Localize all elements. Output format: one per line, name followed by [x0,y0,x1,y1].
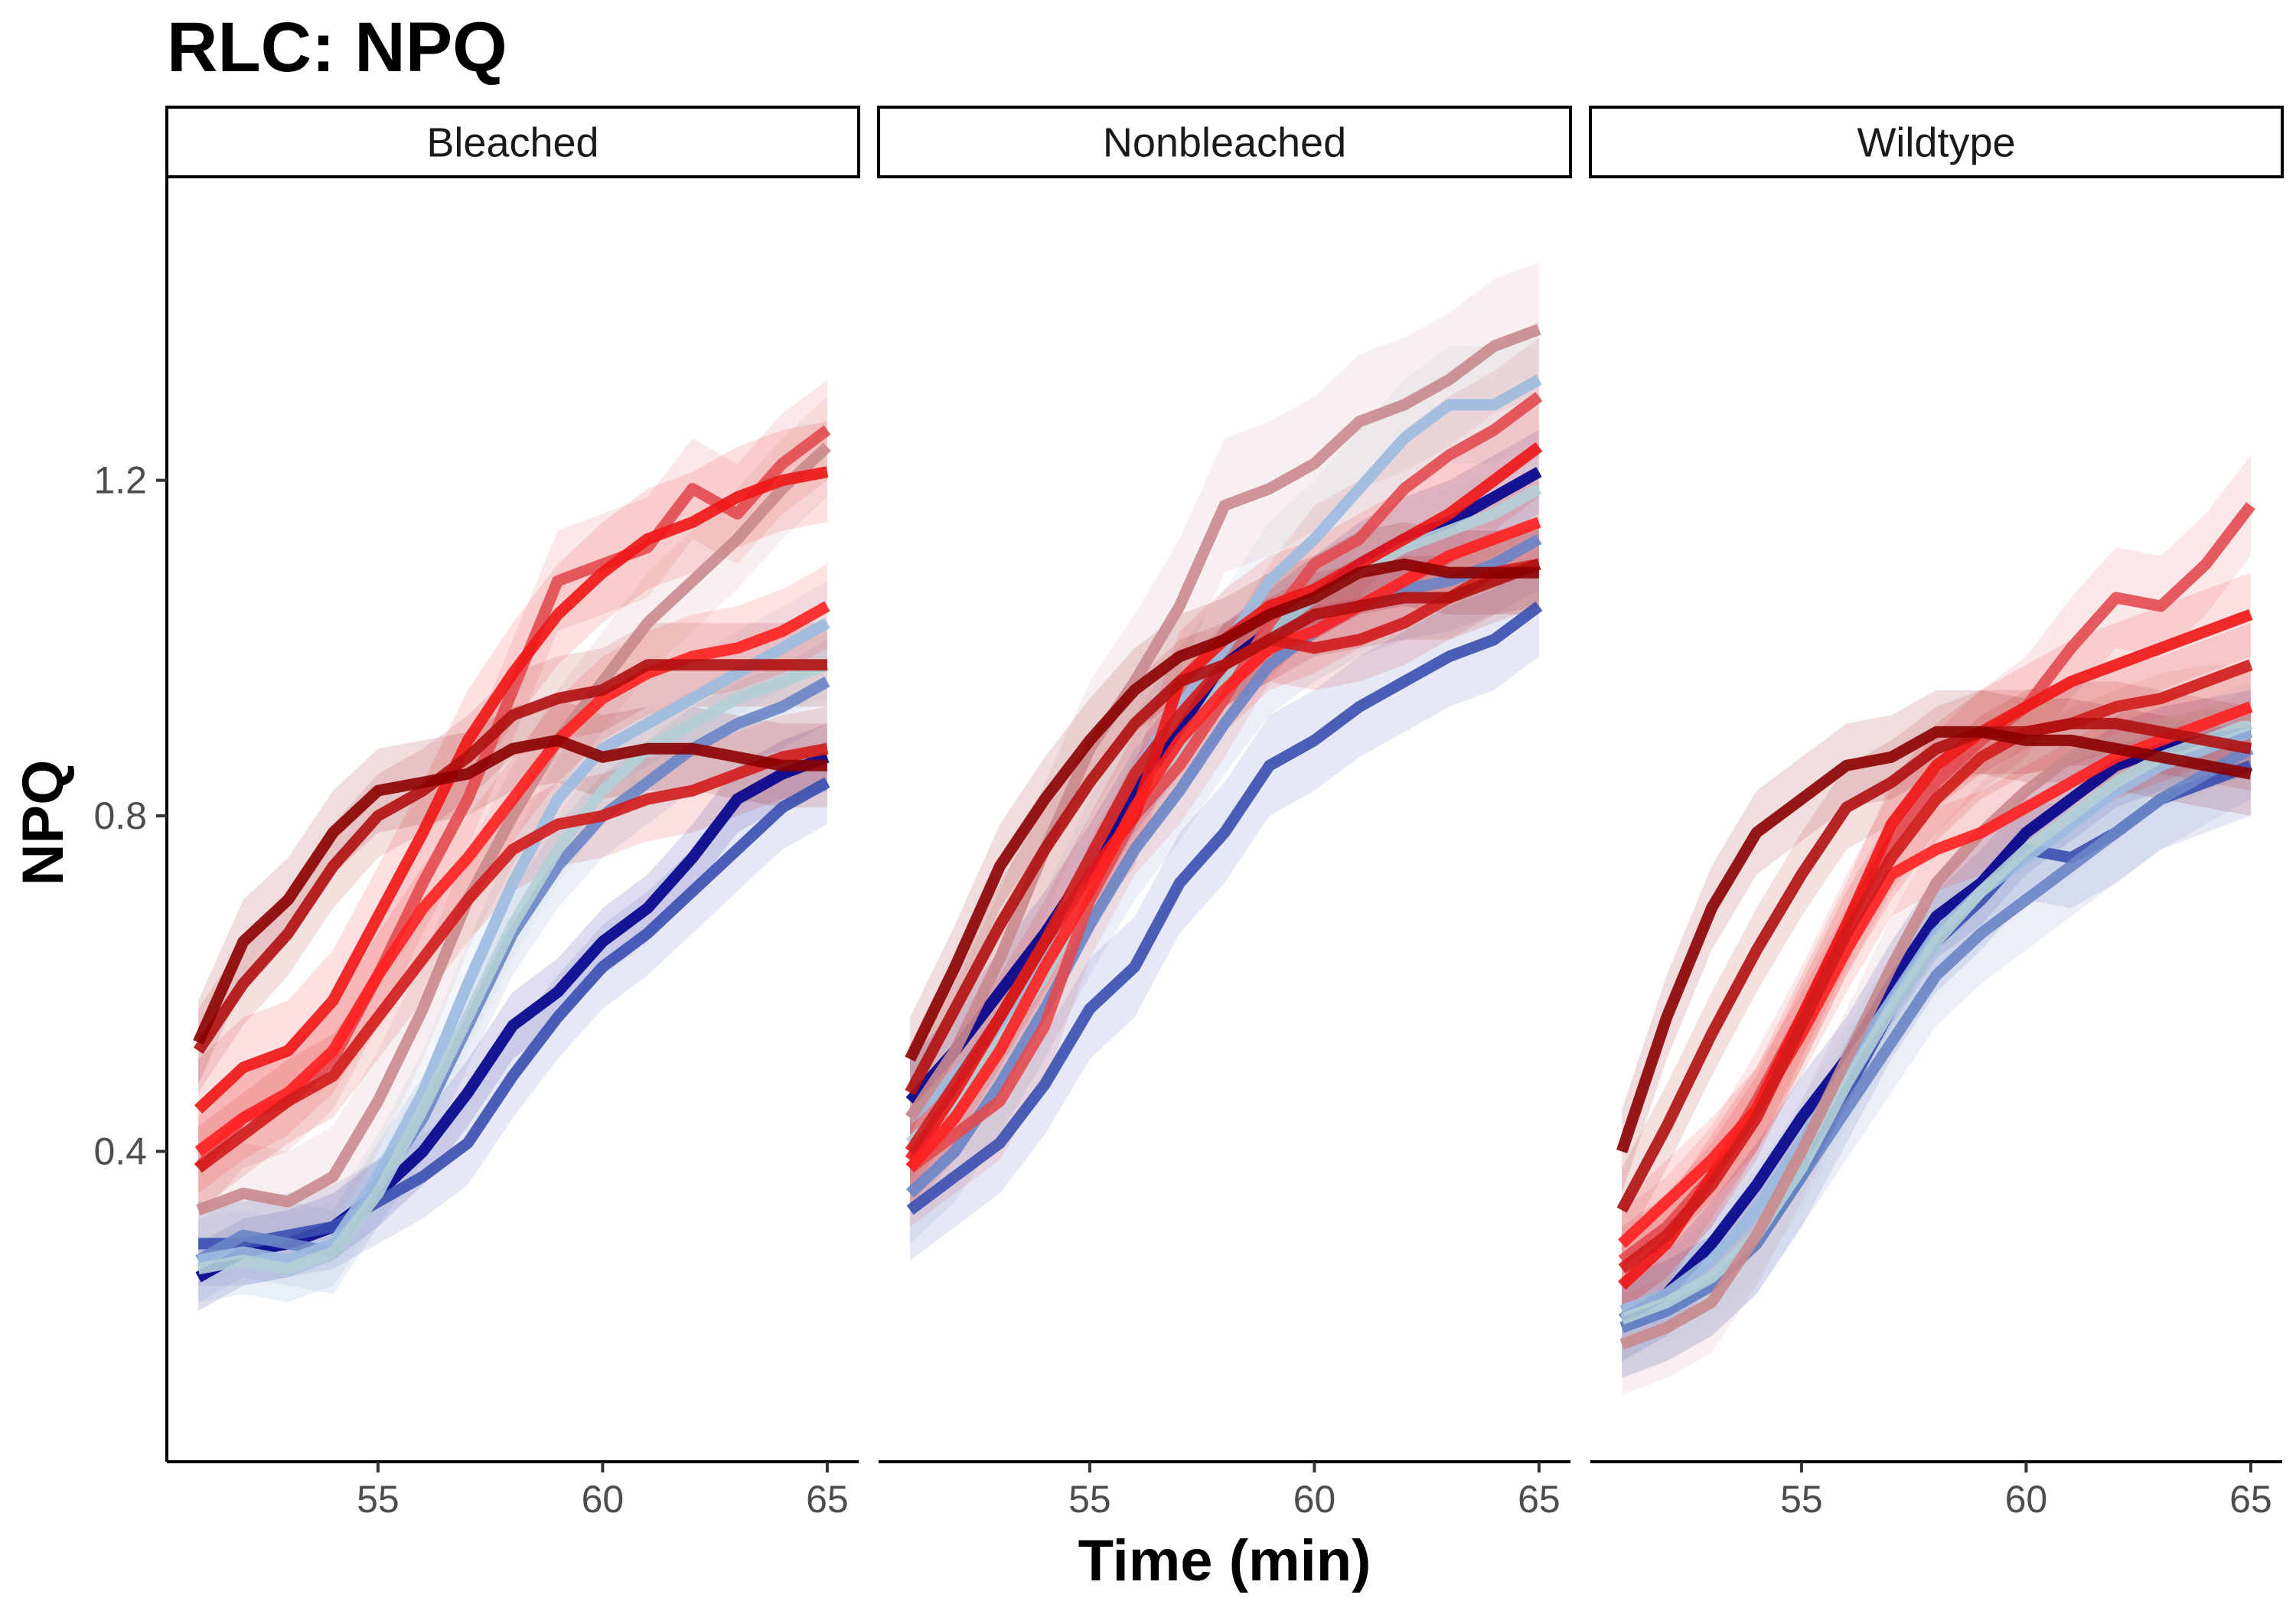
confidence-band [198,564,827,1194]
confidence-band [198,639,827,1303]
x-tick-label: 65 [2229,1478,2272,1521]
confidence-band [198,706,827,1211]
chart-title: RLC: NPQ [167,8,507,86]
confidence-band [198,698,827,1084]
series-line [1619,718,2253,1325]
confidence-band [1622,572,2251,1328]
series-line [193,734,827,1045]
series-line [905,558,1539,1062]
x-tick-label: 55 [1780,1478,1823,1521]
x-tick-label: 60 [582,1478,625,1521]
series-line [194,742,829,1173]
y-tick-label: 1.2 [93,459,147,502]
facet-panel-bleached: Bleached 55 60 65 0.4 0.8 1.2 [93,106,860,1521]
facet-panel-nonbleached: Nonbleached 55 60 65 [877,106,1572,1521]
x-tick-label: 55 [1068,1478,1111,1521]
x-tick-label: 65 [806,1478,849,1521]
series-line [197,659,830,1275]
confidence-band [198,723,827,1311]
series-line [197,618,830,1267]
x-tick-label: 60 [1293,1478,1336,1521]
series-line [1616,726,2252,1153]
series-lines [905,324,1543,1215]
facet-strip [877,106,1572,178]
series-line [905,324,1541,1121]
series-line [906,601,1543,1215]
confidence-band [198,421,827,1160]
x-tick-label: 60 [2005,1478,2048,1521]
y-tick-label: 0.8 [93,794,147,837]
facet-strip [165,106,860,178]
series-line [194,601,830,1156]
confidence-band [910,556,1539,1260]
series-lines [1616,501,2255,1350]
facet-panel-wildtype: Wildtype 55 60 65 [1589,106,2284,1521]
series-lines [193,425,832,1283]
series-line [1617,701,2253,1248]
x-tick-label: 55 [357,1478,400,1521]
series-line [1616,718,2252,1213]
facet-strip [1589,106,2284,178]
x-axis-title: Time (min) [1078,1528,1371,1593]
facet-strip-label: Nonbleached [1103,120,1346,166]
y-tick-label: 0.4 [93,1130,147,1172]
facet-strip-label: Wildtype [1857,120,2015,166]
series-line [196,442,832,1216]
series-line [1618,659,2253,1273]
x-tick-label: 65 [1518,1478,1561,1521]
y-axis-title: NPQ [11,760,76,886]
facet-strip-label: Bleached [426,120,598,166]
confidence-band [198,396,827,1260]
series-line [905,533,1542,1198]
confidence-band [910,480,1539,1211]
series-line [193,659,827,1055]
series-line [905,559,1541,1096]
series-line [198,777,830,1250]
series-line [194,466,829,1114]
